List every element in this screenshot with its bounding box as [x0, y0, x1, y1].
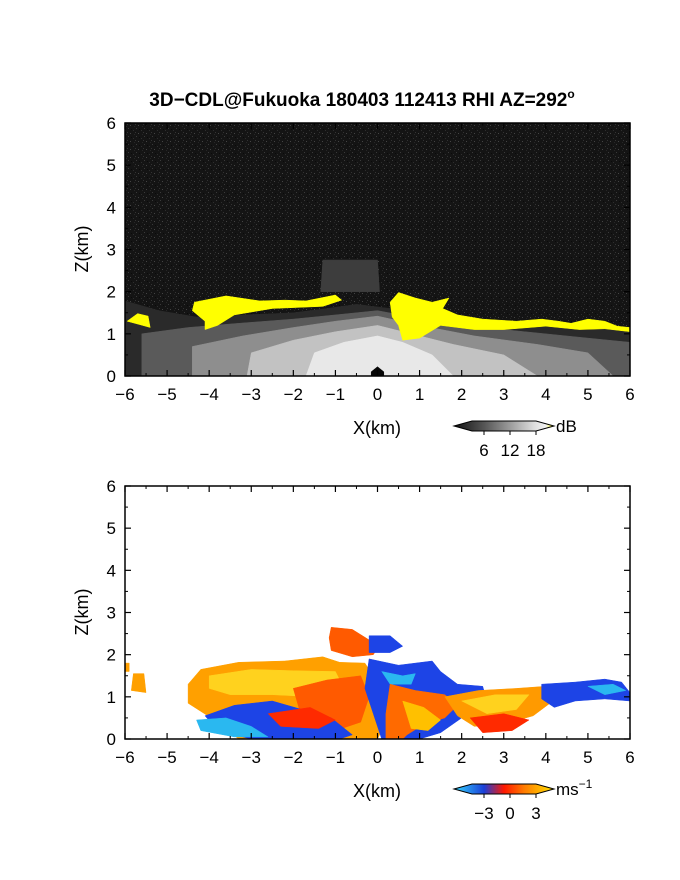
velocity-y-tick-label: 5: [107, 519, 116, 538]
snr-colorbar-ticks: 6 12 18: [479, 431, 545, 460]
snr-field-region: [305, 335, 454, 376]
velocity-x-tick-label: −1: [326, 748, 345, 767]
velocity-y-tick-label: 4: [107, 561, 116, 580]
velocity-x-tick-label: 1: [415, 748, 424, 767]
snr-field-region: [126, 313, 151, 328]
snr-colorbar-bar: [452, 420, 556, 432]
velocity-x-tick-label: 3: [499, 748, 508, 767]
velocity-axes: −6 −5 −4 −3 −2 −1 0 1 2 3 4 5 6 0 1 2 3 4 5 6: [107, 477, 635, 767]
velocity-y-tick-label: 0: [107, 730, 116, 749]
snr-colorbar-tick-label: 6: [479, 441, 488, 460]
snr-y-tick-label: 5: [107, 156, 116, 175]
velocity-field-region: [196, 717, 269, 738]
velocity-y-tick-label: 3: [107, 604, 116, 623]
velocity-x-tick-label: 4: [541, 748, 550, 767]
velocity-colorbar-bar: [452, 783, 556, 795]
snr-field-region: [192, 294, 343, 330]
velocity-y-tick-label: 2: [107, 646, 116, 665]
snr-x-tick-label: −4: [199, 385, 218, 404]
velocity-colorbar: ms−1 −3 0 3: [452, 777, 593, 823]
snr-field: [125, 259, 630, 376]
velocity-x-tick-label: −3: [242, 748, 261, 767]
velocity-x-tick-label: 2: [457, 748, 466, 767]
snr-y-tick-label: 1: [107, 325, 116, 344]
snr-x-tick-label: −2: [284, 385, 303, 404]
velocity-field-region: [125, 662, 130, 672]
figure-title: 3D−CDL@Fukuoka 180403 112413 RHI AZ=292o: [149, 87, 574, 111]
snr-x-tick-label: 1: [415, 385, 424, 404]
snr-axes: −6 −5 −4 −3 −2 −1 0 1 2 3 4 5 6 0 1 2 3 4 5 6: [107, 114, 635, 404]
velocity-field-region: [460, 694, 530, 714]
velocity-colorbar-tick-label: 3: [531, 804, 540, 823]
velocity-x-tick-label: −6: [115, 748, 134, 767]
velocity-x-tick-label: 5: [583, 748, 592, 767]
figure-title-text: 3D−CDL@Fukuoka 180403 112413 RHI AZ=292: [149, 90, 567, 111]
velocity-x-tick-label: −2: [284, 748, 303, 767]
velocity-field-region: [368, 635, 404, 653]
velocity-x-axis-label: X(km): [353, 781, 401, 801]
snr-x-axis-label: X(km): [353, 418, 401, 438]
snr-y-tick-label: 3: [107, 241, 116, 260]
snr-x-tick-label: −5: [157, 385, 176, 404]
snr-y-tick-label: 0: [107, 367, 116, 386]
velocity-y-tick-label: 1: [107, 688, 116, 707]
snr-colorbar-tick-label: 12: [501, 441, 520, 460]
velocity-colorbar-ticks: −3 0 3: [474, 794, 541, 823]
snr-x-tick-label: 3: [499, 385, 508, 404]
snr-colorbar-tick-label: 18: [527, 441, 546, 460]
degree-superscript: o: [567, 87, 574, 101]
snr-x-tick-label: 5: [583, 385, 592, 404]
snr-x-tick-label: 6: [625, 385, 634, 404]
snr-x-tick-label: 2: [457, 385, 466, 404]
snr-colorbar-unit: dB: [556, 417, 577, 436]
snr-field-region: [389, 292, 630, 341]
snr-x-tick-label: 0: [373, 385, 382, 404]
snr-x-tick-label: −6: [115, 385, 134, 404]
velocity-colorbar-unit-base: ms: [556, 780, 579, 799]
snr-y-tick-label: 4: [107, 198, 116, 217]
velocity-field-region: [586, 683, 627, 695]
velocity-field-region: [267, 707, 336, 729]
velocity-field: [125, 627, 630, 739]
velocity-field-region: [381, 671, 416, 685]
snr-field-region: [320, 259, 380, 292]
velocity-field-region: [469, 713, 530, 733]
snr-x-tick-label: −1: [326, 385, 345, 404]
snr-x-tick-label: 4: [541, 385, 550, 404]
velocity-colorbar-unit: ms−1: [556, 777, 593, 799]
velocity-field-region: [328, 627, 383, 658]
velocity-field-region: [402, 700, 442, 731]
velocity-x-tick-label: 6: [625, 748, 634, 767]
snr-y-axis-label: Z(km): [72, 226, 92, 273]
velocity-x-tick-label: −4: [199, 748, 218, 767]
velocity-x-tick-label: −5: [157, 748, 176, 767]
snr-y-tick-label: 6: [107, 114, 116, 133]
velocity-colorbar-unit-exponent: −1: [579, 777, 593, 791]
snr-y-tick-label: 2: [107, 283, 116, 302]
snr-colorbar: dB 6 12 18: [452, 417, 577, 460]
velocity-panel: −6 −5 −4 −3 −2 −1 0 1 2 3 4 5 6 0 1 2 3 4 5 6 X(km) Z(km) m…: [72, 477, 635, 823]
velocity-y-axis-label: Z(km): [72, 589, 92, 636]
velocity-x-tick-label: 0: [373, 748, 382, 767]
velocity-colorbar-tick-label: −3: [474, 804, 493, 823]
snr-x-tick-label: −3: [242, 385, 261, 404]
velocity-y-tick-label: 6: [107, 477, 116, 496]
velocity-field-region: [131, 673, 147, 693]
velocity-colorbar-tick-label: 0: [505, 804, 514, 823]
